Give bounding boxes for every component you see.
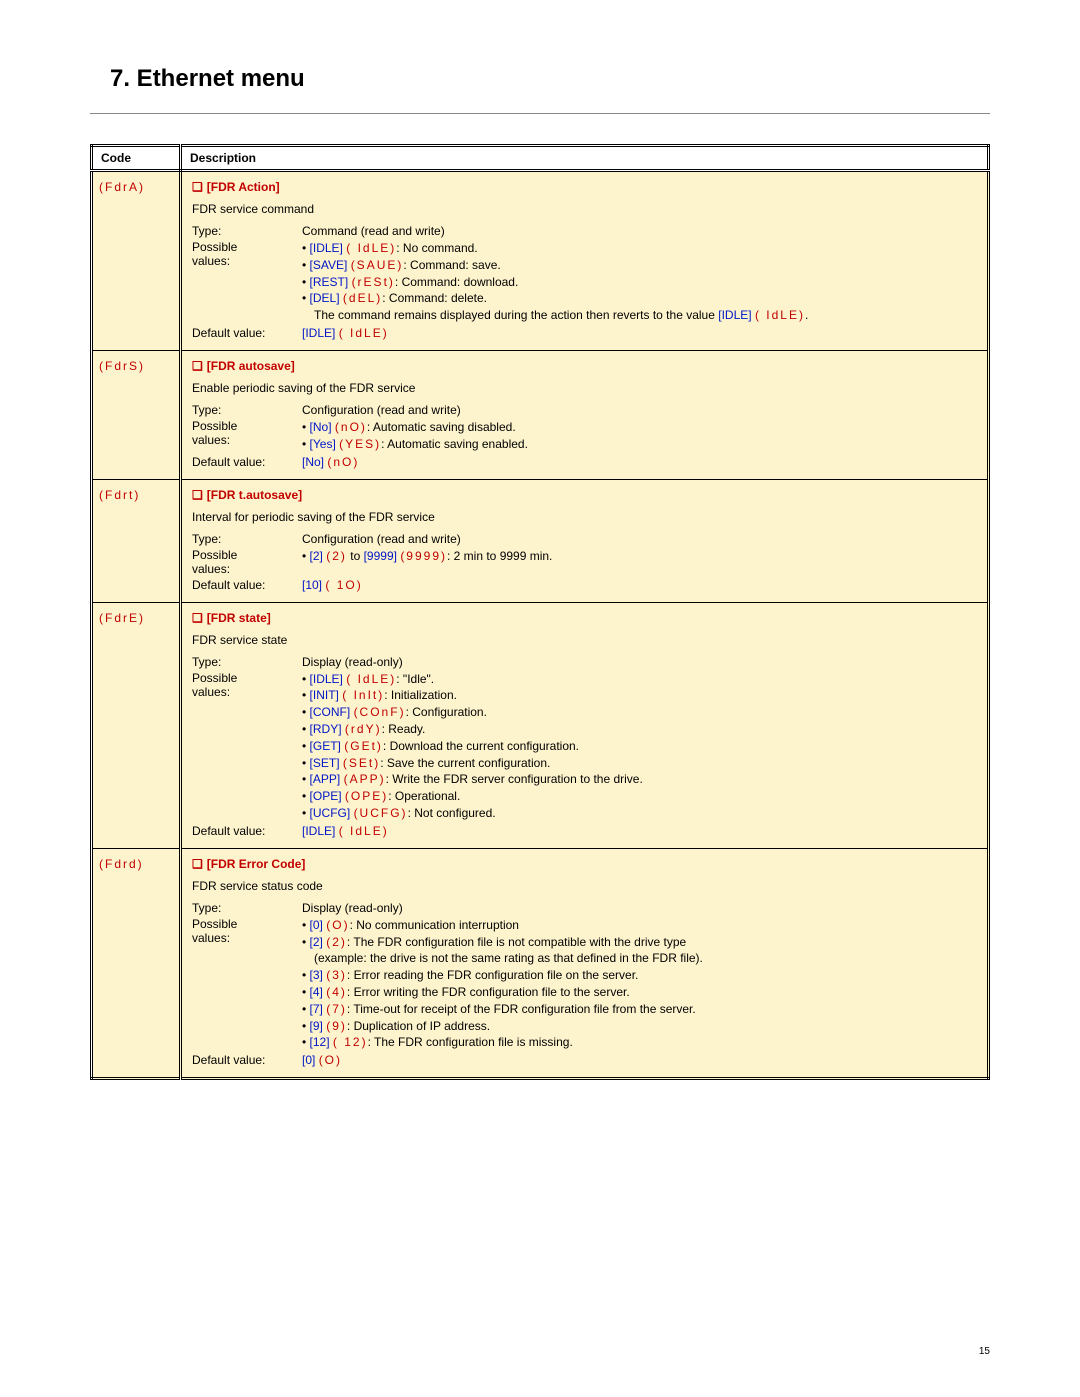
label-default: Default value:: [192, 824, 302, 838]
param-code: (FdrS): [99, 359, 145, 373]
value-item: [IDLE] ( IdLE): No command.: [302, 240, 977, 257]
label-type: Type:: [192, 901, 302, 915]
param-code: (FdrA): [99, 180, 145, 194]
table-row-code: (FdrS): [92, 350, 181, 479]
possible-values: [IDLE] ( IdLE): No command.[SAVE] (SAUE)…: [302, 240, 977, 324]
label-type: Type:: [192, 655, 302, 669]
possible-values: [0] (O): No communication interruption[2…: [302, 917, 977, 1051]
value-note: The command remains displayed during the…: [314, 307, 977, 324]
label-type: Type:: [192, 224, 302, 238]
param-name: ❑[FDR Error Code]: [192, 857, 977, 871]
param-name: ❑[FDR t.autosave]: [192, 488, 977, 502]
value-item: [SET] (SEt): Save the current configurat…: [302, 755, 977, 772]
label-possible-values: Possiblevalues:: [192, 917, 302, 1051]
value-type: Display (read-only): [302, 901, 977, 915]
label-possible-values: Possiblevalues:: [192, 671, 302, 822]
possible-values: [No] (nO): Automatic saving disabled.[Ye…: [302, 419, 977, 453]
param-subtitle: FDR service command: [192, 202, 977, 216]
label-default: Default value:: [192, 455, 302, 469]
page-number: 15: [979, 1346, 990, 1357]
value-item: [SAVE] (SAUE): Command: save.: [302, 257, 977, 274]
table-row-desc: ❑[FDR autosave] Enable periodic saving of…: [181, 350, 989, 479]
param-subtitle: FDR service status code: [192, 879, 977, 893]
value-item: [REST] (rESt): Command: download.: [302, 274, 977, 291]
label-default: Default value:: [192, 578, 302, 592]
label-default: Default value:: [192, 326, 302, 340]
param-subtitle: Enable periodic saving of the FDR servic…: [192, 381, 977, 395]
page-title: 7. Ethernet menu: [110, 65, 990, 93]
param-name: ❑[FDR state]: [192, 611, 977, 625]
value-item: [DEL] (dEL): Command: delete.: [302, 290, 977, 307]
value-default: [10] ( 1O): [302, 578, 977, 592]
label-default: Default value:: [192, 1053, 302, 1067]
table-row-code: (Fdrt): [92, 479, 181, 602]
label-possible-values: Possiblevalues:: [192, 548, 302, 576]
value-item: [7] (7): Time-out for receipt of the FDR…: [302, 1001, 977, 1018]
parameter-table: Code Description (FdrA) ❑[FDR Action] FDR …: [90, 144, 990, 1080]
table-row-code: (FdrA): [92, 171, 181, 351]
value-item: [9] (9): Duplication of IP address.: [302, 1018, 977, 1035]
table-row-code: (FdrE): [92, 602, 181, 848]
value-item: [IDLE] ( IdLE): "Idle".: [302, 671, 977, 688]
value-item: [RDY] (rdY): Ready.: [302, 721, 977, 738]
possible-values: [2] (2) to [9999] (9999): 2 min to 9999 …: [302, 548, 977, 576]
param-subtitle: FDR service state: [192, 633, 977, 647]
label-type: Type:: [192, 532, 302, 546]
value-type: Configuration (read and write): [302, 532, 977, 546]
value-item: [GET] (GEt): Download the current config…: [302, 738, 977, 755]
value-type: Command (read and write): [302, 224, 977, 238]
value-item: [UCFG] (UCFG): Not configured.: [302, 805, 977, 822]
divider: [90, 113, 990, 114]
table-row-desc: ❑[FDR t.autosave] Interval for periodic s…: [181, 479, 989, 602]
value-item: [Yes] (YES): Automatic saving enabled.: [302, 436, 977, 453]
value-item: [OPE] (OPE): Operational.: [302, 788, 977, 805]
label-possible-values: Possiblevalues:: [192, 419, 302, 453]
param-name: ❑[FDR Action]: [192, 180, 977, 194]
param-code: (Fdrd): [99, 857, 144, 871]
value-item: [3] (3): Error reading the FDR configura…: [302, 967, 977, 984]
value-type: Configuration (read and write): [302, 403, 977, 417]
table-row-desc: ❑[FDR state] FDR service state Type:Displa…: [181, 602, 989, 848]
table-row-desc: ❑[FDR Error Code] FDR service status code…: [181, 848, 989, 1078]
table-row-code: (Fdrd): [92, 848, 181, 1078]
table-row-desc: ❑[FDR Action] FDR service command Type:Com…: [181, 171, 989, 351]
value-item: [CONF] (COnF): Configuration.: [302, 704, 977, 721]
value-item: [INIT] ( InIt): Initialization.: [302, 687, 977, 704]
col-header-description: Description: [181, 146, 989, 171]
value-type: Display (read-only): [302, 655, 977, 669]
value-subnote: (example: the drive is not the same rati…: [314, 950, 977, 967]
label-possible-values: Possiblevalues:: [192, 240, 302, 324]
param-subtitle: Interval for periodic saving of the FDR …: [192, 510, 977, 524]
value-item: [No] (nO): Automatic saving disabled.: [302, 419, 977, 436]
value-item: [12] ( 12): The FDR configuration file i…: [302, 1034, 977, 1051]
label-type: Type:: [192, 403, 302, 417]
value-default: [IDLE] ( IdLE): [302, 824, 977, 838]
param-name: ❑[FDR autosave]: [192, 359, 977, 373]
param-code: (Fdrt): [99, 488, 140, 502]
value-item: [2] (2): The FDR configuration file is n…: [302, 934, 977, 951]
possible-values: [IDLE] ( IdLE): "Idle".[INIT] ( InIt): I…: [302, 671, 977, 822]
value-item: [0] (O): No communication interruption: [302, 917, 977, 934]
value-item: [2] (2) to [9999] (9999): 2 min to 9999 …: [302, 548, 977, 565]
value-item: [APP] (APP): Write the FDR server config…: [302, 771, 977, 788]
value-item: [4] (4): Error writing the FDR configura…: [302, 984, 977, 1001]
param-code: (FdrE): [99, 611, 145, 625]
value-default: [No] (nO): [302, 455, 977, 469]
value-default: [IDLE] ( IdLE): [302, 326, 977, 340]
value-default: [0] (O): [302, 1053, 977, 1067]
col-header-code: Code: [92, 146, 181, 171]
